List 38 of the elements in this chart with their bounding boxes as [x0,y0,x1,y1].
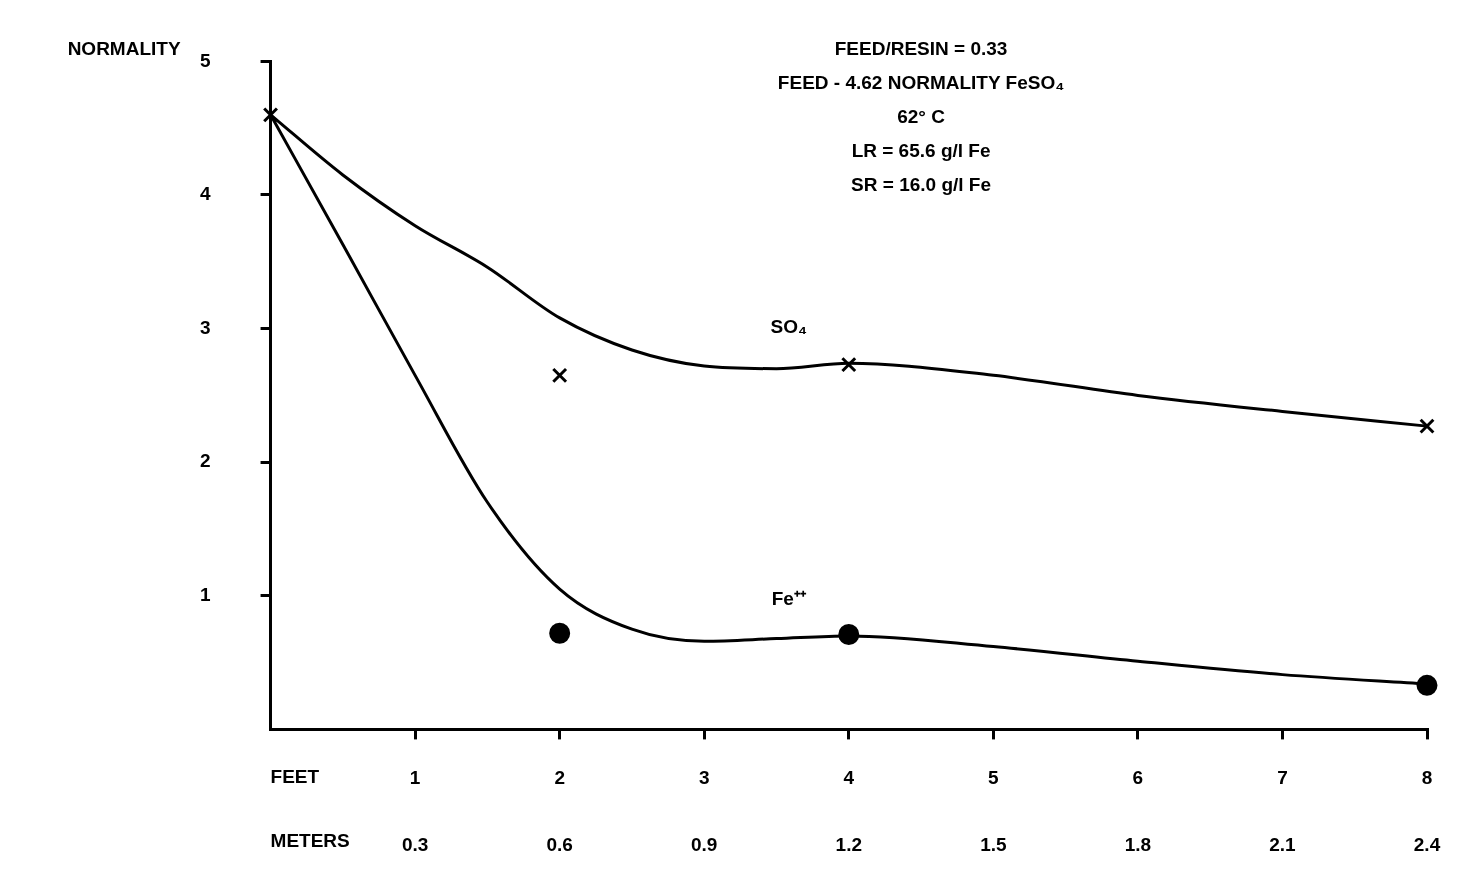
text: FEED/RESIN = 0.33 [834,38,1008,60]
point [551,367,568,384]
x2-tick-label: 1.5 [980,833,1007,855]
x2-tick-label: 2.1 [1269,833,1297,855]
x2-tick-label: 0.3 [401,833,429,855]
x-tick-label: 7 [1277,767,1288,789]
point [549,622,571,644]
series-label: Fe⁺⁺ [771,588,807,610]
x-axis-title: FEET [270,766,320,788]
point [840,356,857,373]
annotation: 62° C [897,106,946,128]
x-tick-label: 3 [698,767,710,789]
x-tick-label: 8 [1421,767,1433,789]
x2-tick-label: 2.4 [1413,833,1441,855]
x-tick-label: 6 [1132,767,1144,789]
point [1419,418,1435,434]
y-tick-label: 2 [199,450,211,472]
x-tick-label: 4 [843,767,855,789]
x-tick-label: 1 [409,767,421,789]
y-axis-title: NORMALITY [67,37,181,59]
series-label: SO₄ [770,315,808,337]
annotation: LR = 65.6 g/l Fe [851,140,991,162]
annotation: FEED - 4.62 NORMALITY FeSO₄ [777,72,1065,94]
x2-tick-label: 1.8 [1124,833,1152,855]
x2-tick-label: 1.2 [835,833,862,855]
y-tick-label: 3 [199,316,211,338]
y-tick-label: 5 [199,49,211,71]
x-tick-label: 5 [988,767,1000,789]
point [262,106,279,123]
point [838,624,860,646]
x2-tick-label: 0.9 [691,833,718,855]
y-tick-label: 1 [199,584,211,606]
point [1416,674,1438,696]
x2-axis-title: METERS [270,829,350,851]
x-tick-label: 2 [554,767,565,789]
annotation: SR = 16.0 g/l Fe [851,174,992,196]
y-tick-label: 4 [199,183,211,205]
x2-tick-label: 0.6 [546,833,573,855]
